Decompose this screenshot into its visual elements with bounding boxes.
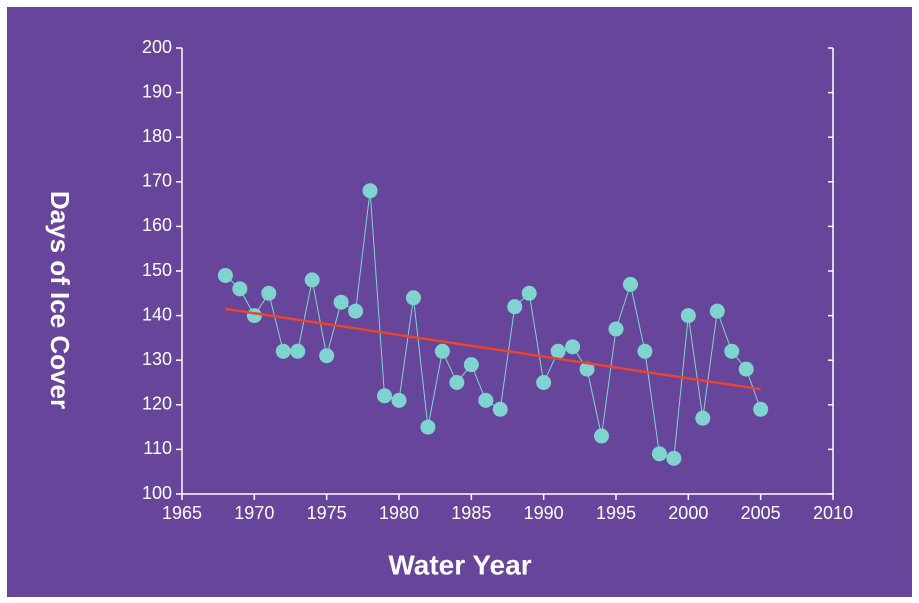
x-tick-label: 2010: [813, 503, 853, 523]
y-tick-label: 170: [142, 171, 172, 191]
data-point: [449, 375, 465, 390]
trend-line: [225, 307, 761, 391]
x-tick-label: 1985: [451, 503, 491, 523]
y-tick-label: 130: [142, 349, 172, 369]
x-tick-label: 1980: [379, 503, 419, 523]
data-point: [579, 361, 595, 377]
y-tick-label: 190: [142, 81, 172, 101]
data-point: [405, 290, 421, 306]
data-point: [246, 308, 262, 324]
data-point: [550, 343, 566, 359]
data-point: [753, 401, 769, 417]
data-point: [348, 303, 364, 319]
data-point: [478, 392, 494, 408]
x-tick-label: 2000: [668, 503, 708, 523]
data-point: [275, 343, 291, 359]
y-tick-label: 200: [142, 37, 172, 57]
data-point: [565, 339, 581, 355]
data-point: [666, 450, 682, 466]
y-tick-label: 120: [142, 394, 172, 414]
data-point: [391, 392, 407, 408]
data-point: [333, 294, 349, 310]
data-point: [651, 446, 667, 462]
data-point: [217, 267, 233, 283]
data-point: [492, 401, 508, 417]
y-axis-label: Days of Ice Cover: [45, 191, 75, 409]
data-point: [536, 375, 552, 390]
data-point: [420, 419, 436, 435]
data-point: [463, 357, 479, 373]
data-point: [507, 299, 523, 315]
data-point: [521, 285, 537, 301]
y-tick-label: 160: [142, 215, 172, 235]
data-point: [377, 388, 393, 404]
data-point: [594, 428, 610, 444]
x-tick-label: 1990: [524, 503, 564, 523]
data-point: [319, 348, 335, 364]
data-point: [608, 321, 624, 337]
x-tick-label: 1975: [307, 503, 347, 523]
data-point: [637, 343, 653, 359]
data-point: [724, 343, 740, 359]
data-point: [290, 343, 306, 359]
y-tick-label: 140: [142, 304, 172, 324]
y-tick-label: 110: [143, 438, 172, 458]
x-tick-label: 1995: [596, 503, 636, 523]
data-point: [680, 308, 696, 324]
x-tick-label: 2005: [741, 503, 781, 523]
data-point: [362, 183, 378, 199]
data-point: [261, 285, 277, 301]
data-point: [695, 410, 711, 426]
data-point: [232, 281, 248, 297]
y-tick-label: 150: [142, 260, 172, 280]
data-point: [434, 343, 450, 359]
data-point: [738, 361, 754, 377]
y-tick-label: 180: [142, 126, 172, 146]
y-tick-label: 100: [142, 483, 172, 503]
data-point: [304, 272, 320, 288]
x-tick-label: 1970: [234, 503, 274, 523]
x-tick-label: 1965: [162, 503, 202, 523]
x-axis-label: Water Year: [388, 549, 531, 580]
data-point: [709, 303, 725, 319]
data-point: [622, 276, 638, 292]
